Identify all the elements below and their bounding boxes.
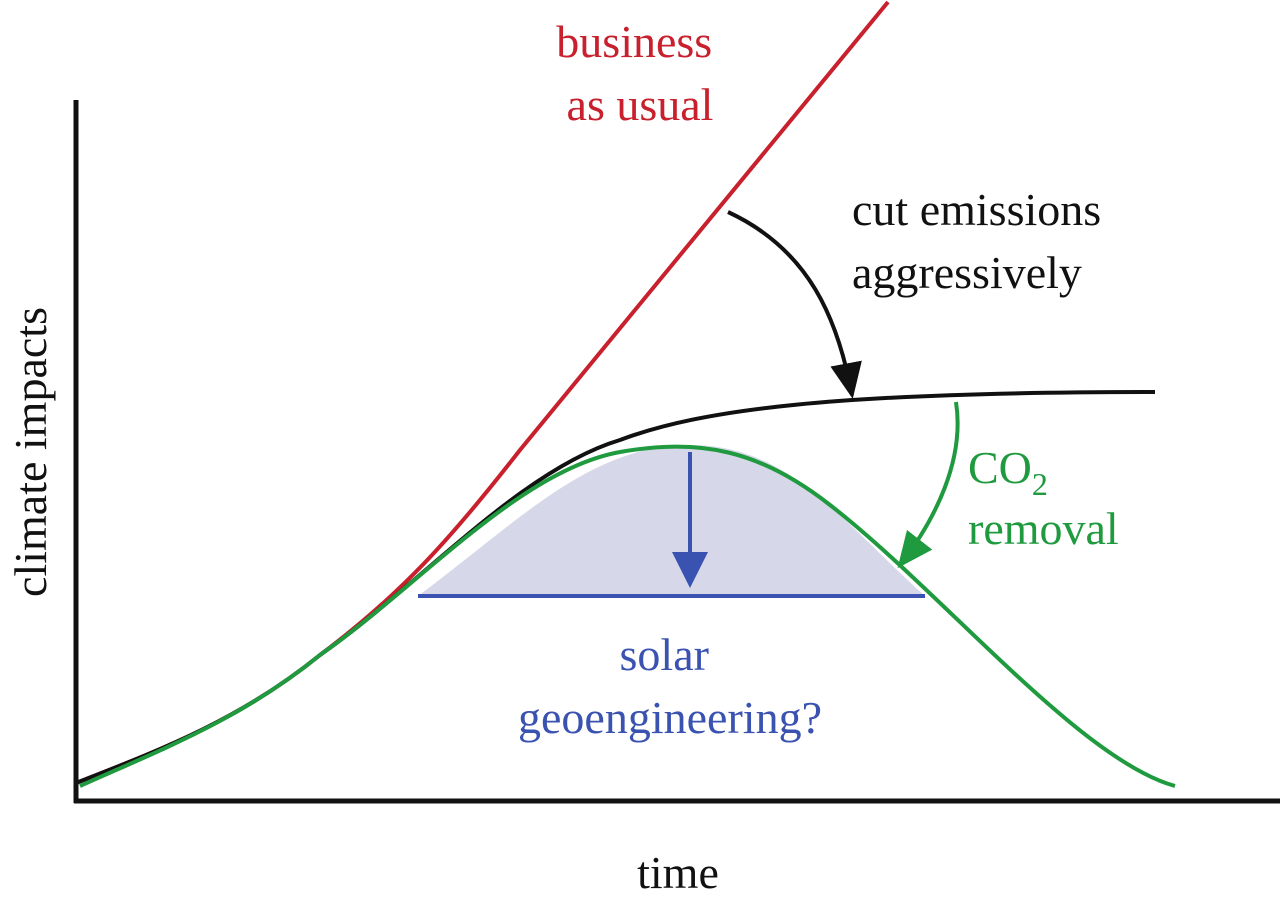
business-as-usual-curve bbox=[75, 0, 890, 785]
business-as-usual-label: business as usual bbox=[556, 16, 723, 130]
y-axis-label: climate impacts bbox=[5, 307, 56, 597]
cut-emissions-label: cut emissions aggressively bbox=[852, 184, 1113, 298]
co2-removal-label-co: CO bbox=[968, 442, 1032, 493]
solar-geoengineering-label: solar geoengineering? bbox=[518, 629, 822, 743]
business-as-usual-label-line2: as usual bbox=[567, 79, 714, 130]
solar-geoengineering-label-line2: geoengineering? bbox=[518, 692, 822, 743]
co2-removal-label-line2: removal bbox=[968, 503, 1119, 554]
cut-emissions-label-line1: cut emissions bbox=[852, 184, 1101, 235]
co2-removal-arrow bbox=[897, 401, 960, 569]
x-axis-label: time bbox=[637, 847, 719, 898]
cut-emissions-label-line2: aggressively bbox=[852, 247, 1082, 298]
solar-geoengineering-label-line1: solar bbox=[620, 629, 709, 680]
co2-removal-label: CO2 removal bbox=[968, 442, 1119, 554]
co2-removal-curve bbox=[79, 444, 1176, 788]
cut-emissions-arrow bbox=[727, 210, 862, 399]
business-as-usual-label-line1: business bbox=[556, 16, 712, 67]
co2-removal-label-subscript: 2 bbox=[1032, 466, 1048, 502]
